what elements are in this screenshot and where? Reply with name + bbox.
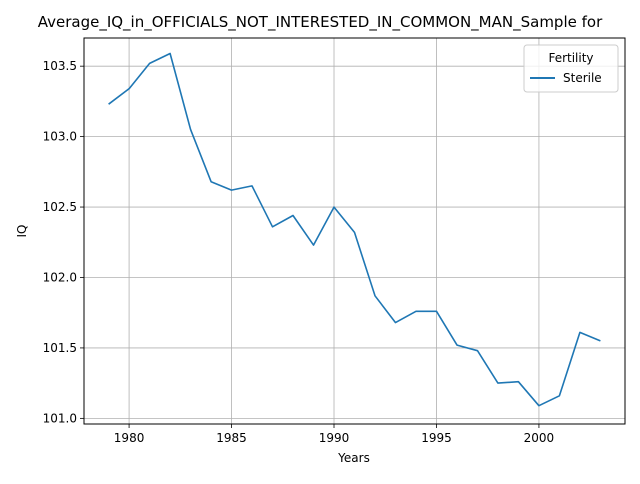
x-tick-label: 1980 xyxy=(114,431,145,445)
y-axis-label: IQ xyxy=(15,225,29,238)
legend: Fertility Sterile xyxy=(524,45,618,92)
y-tick-label: 102.5 xyxy=(43,200,77,214)
x-axis-label: Years xyxy=(337,451,370,465)
x-tick-label: 1985 xyxy=(216,431,247,445)
legend-label-sterile: Sterile xyxy=(563,71,602,85)
y-tick-label: 103.5 xyxy=(43,59,77,73)
x-tick-label: 2000 xyxy=(524,431,555,445)
y-tick-label: 103.0 xyxy=(43,130,77,144)
legend-title: Fertility xyxy=(548,51,593,65)
y-tick-label: 101.5 xyxy=(43,341,77,355)
chart-title: Average_IQ_in_OFFICIALS_NOT_INTERESTED_I… xyxy=(38,13,603,32)
y-tick-label: 101.0 xyxy=(43,411,77,425)
x-tick-label: 1995 xyxy=(421,431,452,445)
y-tick-label: 102.0 xyxy=(43,270,77,284)
x-tick-label: 1990 xyxy=(319,431,350,445)
